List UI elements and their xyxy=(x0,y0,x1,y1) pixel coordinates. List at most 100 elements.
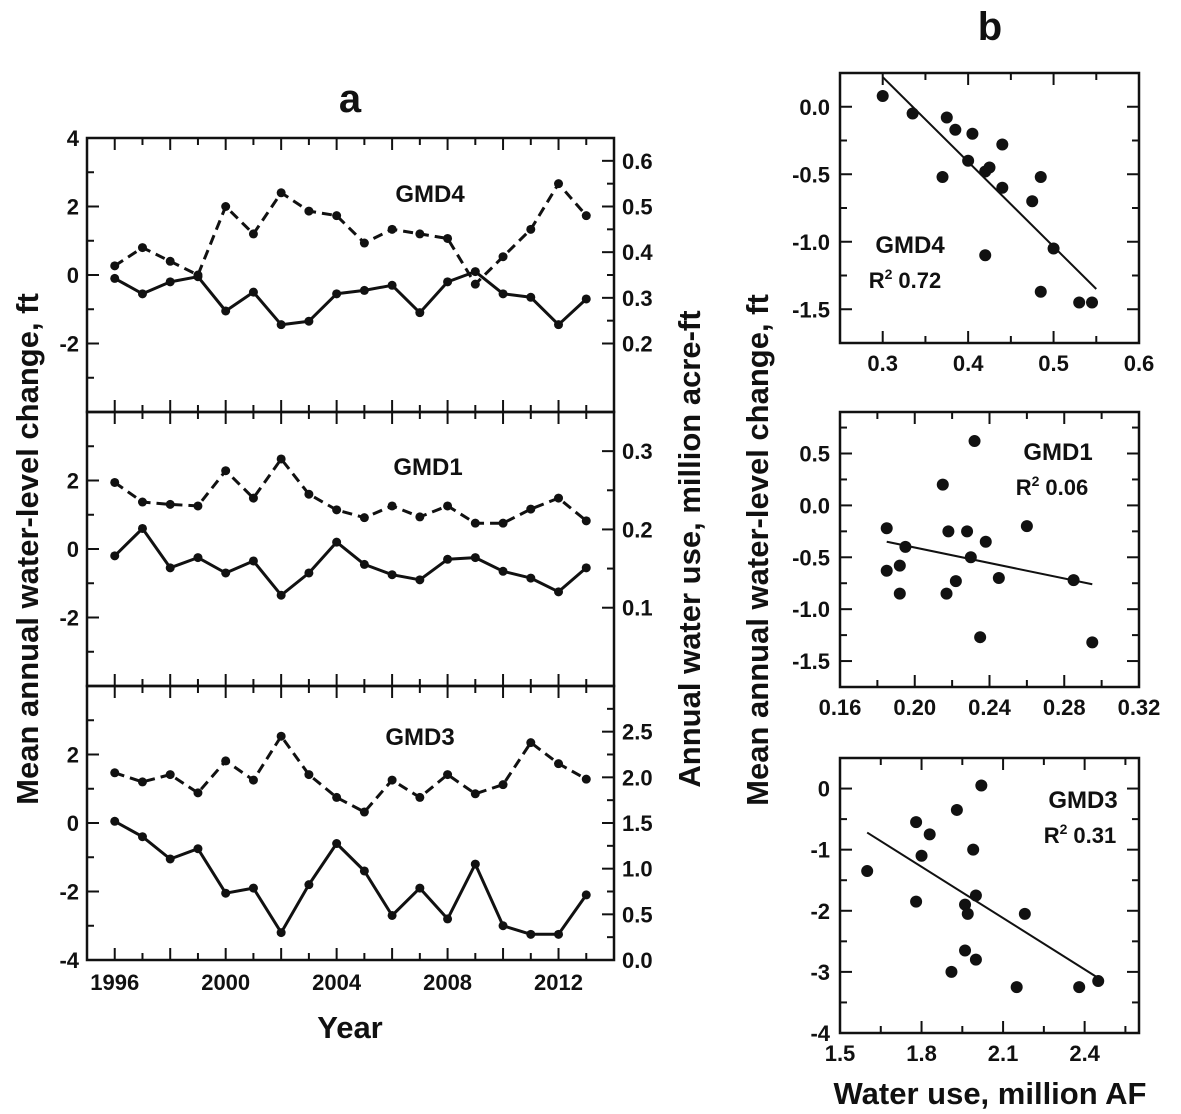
panel-b-gmd4-r2: R2 0.72 xyxy=(869,266,942,293)
y-tick-label: -4 xyxy=(810,1021,830,1046)
y-tick-label: -1.0 xyxy=(792,597,830,622)
y-tick-label: 0 xyxy=(67,263,79,288)
water-level-point xyxy=(221,888,231,898)
water-level-point xyxy=(470,553,480,563)
water-level-point xyxy=(554,587,564,597)
panel-a-gmd3-series: -4 -2 0 2 0.0 0.5 1.0 1.5 2.0 2.5 xyxy=(59,685,653,973)
panel-b-gmd4-label: GMD4 xyxy=(875,232,945,259)
y-tick-label: -3 xyxy=(810,960,830,985)
y2-tick-label: 0.3 xyxy=(622,286,653,311)
x-tick-label: 1.5 xyxy=(825,1041,856,1066)
water-use-point xyxy=(443,233,453,243)
water-level-point xyxy=(387,570,397,580)
panel-a-gmd4-series: -2 0 2 4 0.2 0.3 0.4 0.5 0.6 xyxy=(59,126,653,413)
water-level-point xyxy=(248,287,258,297)
water-use-point xyxy=(193,501,203,511)
water-level-point xyxy=(248,883,258,893)
panel-a-gmd1-label: GMD1 xyxy=(393,454,462,481)
data-point xyxy=(915,849,928,862)
water-use-point xyxy=(248,775,258,785)
water-level-point xyxy=(165,563,175,573)
data-point xyxy=(942,525,955,538)
water-use-line xyxy=(113,182,588,286)
x-tick-label: 1.8 xyxy=(906,1041,937,1066)
panel-b-gmd4-plot: 0.3 0.4 0.5 0.6 -1.5 -1.0 -0.5 0.0 xyxy=(792,72,1154,376)
water-level-point xyxy=(193,553,203,563)
water-use-point xyxy=(137,777,147,787)
water-level-line xyxy=(113,527,588,597)
water-use-point xyxy=(470,518,480,528)
water-use-point xyxy=(526,738,536,748)
data-point xyxy=(906,107,919,120)
water-level-point xyxy=(276,590,286,600)
water-use-point xyxy=(304,489,314,499)
water-level-point xyxy=(581,890,591,900)
data-point xyxy=(1086,636,1099,649)
water-level-point xyxy=(554,320,564,330)
data-point xyxy=(1073,296,1086,309)
panel-b-gmd3-frame xyxy=(838,756,1141,1035)
panel-a-gmd3-frame xyxy=(85,684,616,962)
water-use-point xyxy=(359,513,369,523)
water-use-line xyxy=(113,457,588,525)
y-tick-label: 2 xyxy=(67,743,79,768)
data-point xyxy=(979,535,992,548)
x-tick-label: 0.5 xyxy=(1038,351,1069,376)
water-use-point xyxy=(498,780,508,790)
water-level-point xyxy=(332,289,342,299)
y-tick-label: -1.0 xyxy=(792,230,830,255)
water-use-point xyxy=(359,807,369,817)
data-point xyxy=(974,631,987,644)
y-tick-label: 0.0 xyxy=(799,95,830,120)
panel-b-gmd1-r2: R2 0.06 xyxy=(1016,473,1089,500)
data-point xyxy=(1092,975,1105,988)
panel-a-y-axis-title: Mean annual water-level change, ft xyxy=(10,293,45,805)
y2-tick-label: 2.5 xyxy=(622,720,653,745)
data-point xyxy=(923,828,936,841)
y-tick-label: -0.5 xyxy=(792,545,830,570)
panel-b-gmd3-label: GMD3 xyxy=(1048,787,1117,814)
water-level-point xyxy=(137,523,147,533)
y2-tick-label: 0.5 xyxy=(622,195,653,220)
panel-b-y-axis-title: Mean annual water-level change, ft xyxy=(740,294,775,806)
water-use-point xyxy=(443,501,453,511)
water-level-point xyxy=(332,537,342,547)
water-use-point xyxy=(470,789,480,799)
water-level-point xyxy=(359,285,369,295)
water-level-point xyxy=(304,568,314,578)
panel-b-x-axis-title: Water use, million AF xyxy=(834,1076,1147,1111)
panel-a-gmd1-series: -2 0 2 0.1 0.2 0.3 xyxy=(59,411,653,687)
water-level-point xyxy=(415,575,425,585)
water-use-point xyxy=(581,211,591,221)
water-level-point xyxy=(526,929,536,939)
data-point xyxy=(969,889,982,902)
water-level-point xyxy=(581,294,591,304)
data-point xyxy=(945,965,958,978)
water-use-point xyxy=(137,497,147,507)
data-point xyxy=(936,478,949,491)
water-use-point xyxy=(110,477,120,487)
water-use-point xyxy=(387,775,397,785)
y-tick-label: 2 xyxy=(67,469,79,494)
panel-a-gmd4-frame xyxy=(85,136,616,414)
panel-b-gmd1-plot: 0.16 0.20 0.24 0.28 0.32 -1.5 -1.0 -0.5 0.0 0.5 xyxy=(792,412,1160,720)
water-level-point xyxy=(387,910,397,920)
y-tick-label: 0 xyxy=(67,537,79,562)
water-level-point xyxy=(110,273,120,283)
data-point xyxy=(893,587,906,600)
water-level-point xyxy=(110,816,120,826)
water-level-point xyxy=(526,292,536,302)
data-point xyxy=(936,170,949,183)
y2-tick-label: 2.0 xyxy=(622,765,653,790)
data-point xyxy=(1073,981,1086,994)
data-point xyxy=(940,587,953,600)
panel-a-gmd4-label: GMD4 xyxy=(395,181,465,208)
water-use-point xyxy=(193,270,203,280)
water-use-point xyxy=(165,256,175,266)
y2-tick-label: 0.4 xyxy=(622,240,653,265)
water-use-point xyxy=(332,505,342,515)
water-level-point xyxy=(193,844,203,854)
data-point xyxy=(1086,296,1099,309)
y2-tick-label: 0.5 xyxy=(622,902,653,927)
